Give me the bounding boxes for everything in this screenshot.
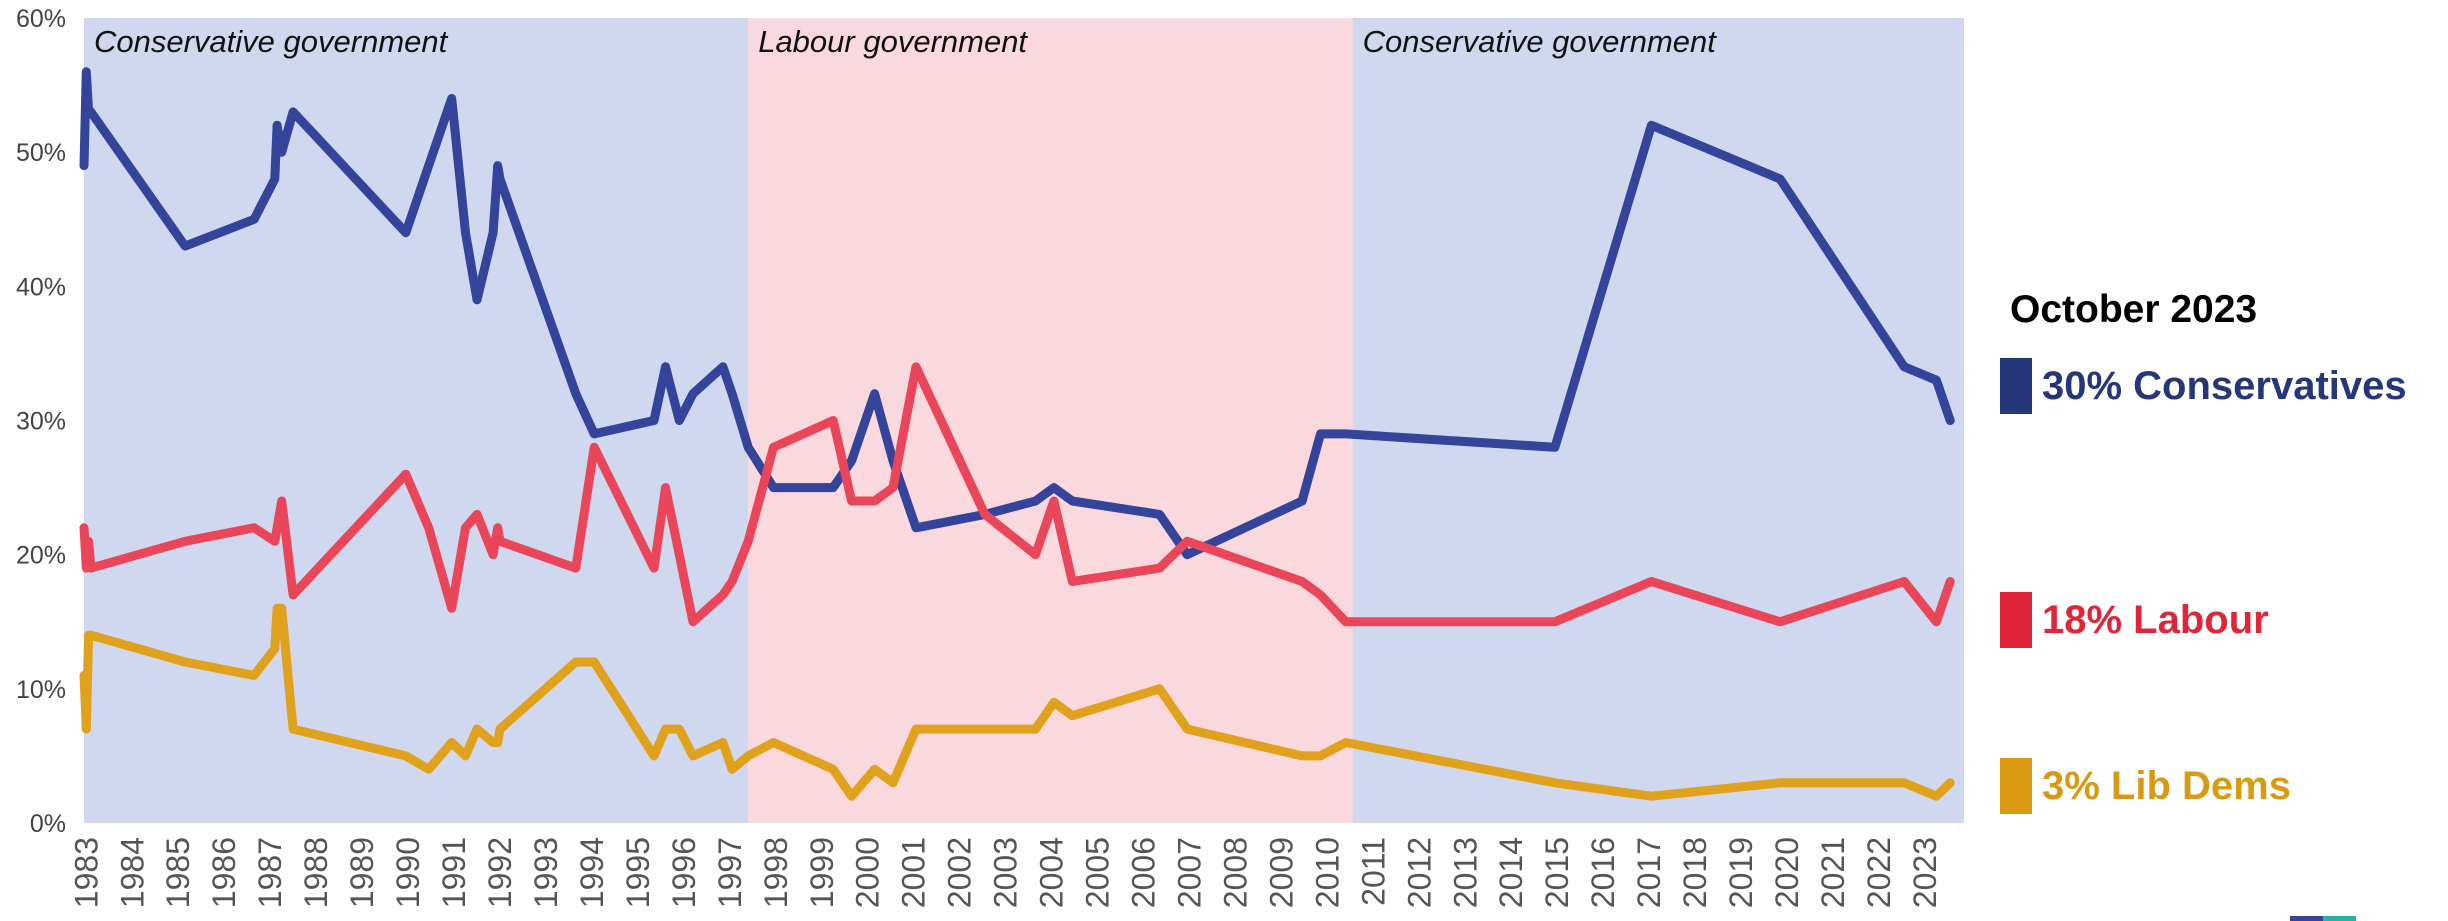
x-tick-label: 2000 [850, 837, 886, 908]
x-tick-label: 2013 [1447, 837, 1483, 908]
y-axis-tick-labels: 0% 10% 20% 30% 40% 50% 60% [16, 5, 66, 838]
x-tick-label: 1985 [160, 837, 196, 908]
x-tick-label: 2021 [1815, 837, 1851, 908]
legend: October 2023 30% Conservatives 18% Labou… [2000, 280, 2440, 840]
period-label-0: Conservative government [94, 24, 449, 59]
series-lines [79, 67, 1955, 801]
legend-swatch-labour [2000, 592, 2032, 648]
x-tick-label: 1999 [804, 837, 840, 908]
x-tick-label: 1983 [68, 837, 104, 908]
x-tick-label: 2011 [1355, 837, 1391, 906]
legend-item-lib-dems: 3% Lib Dems [2000, 758, 2291, 814]
x-tick-label: 2009 [1263, 837, 1299, 908]
series-line-conservatives [79, 67, 1955, 560]
legend-swatch-conservatives [2000, 358, 2032, 414]
x-tick-label: 1987 [252, 837, 288, 908]
y-tick-label: 0% [30, 810, 66, 838]
x-tick-label: 1991 [436, 837, 472, 908]
x-tick-label: 2007 [1171, 837, 1207, 908]
x-tick-label: 2003 [988, 837, 1024, 908]
legend-label-lib-dems: 3% Lib Dems [2042, 763, 2291, 808]
x-tick-label: 1995 [620, 837, 656, 908]
x-axis-tick-labels: 1983 1984 1985 1986 1987 1988 1989 1990 1991 1992… [68, 837, 1943, 908]
legend-swatch-lib-dems [2000, 758, 2032, 814]
legend-title: October 2023 [2010, 288, 2258, 331]
x-tick-label: 2018 [1677, 837, 1713, 908]
period-band-1 [748, 18, 1353, 823]
x-tick-label: 2014 [1493, 837, 1529, 908]
x-tick-label: 2002 [942, 837, 978, 908]
x-tick-label: 2006 [1126, 837, 1162, 908]
y-tick-label: 10% [16, 676, 66, 704]
x-tick-label: 2004 [1034, 837, 1070, 908]
government-period-bands [84, 18, 1964, 823]
x-tick-label: 1989 [344, 837, 380, 908]
x-tick-label: 1997 [712, 837, 748, 908]
x-tick-label: 2020 [1769, 837, 1805, 908]
x-tick-label: 2023 [1907, 837, 1943, 908]
x-tick-label: 1994 [574, 837, 610, 908]
government-period-labels: Conservative government Labour government… [94, 24, 1717, 59]
x-tick-label: 2019 [1723, 837, 1759, 908]
x-tick-label: 2017 [1631, 837, 1667, 908]
y-tick-label: 50% [16, 139, 66, 167]
x-tick-label: 1996 [666, 837, 702, 908]
x-tick-label: 2022 [1861, 837, 1897, 908]
x-tick-label: 1998 [758, 837, 794, 908]
period-label-2: Conservative government [1363, 24, 1718, 59]
x-tick-label: 2010 [1309, 837, 1345, 908]
x-tick-label: 2005 [1080, 837, 1116, 908]
x-tick-label: 1988 [298, 837, 334, 908]
x-tick-label: 1993 [528, 837, 564, 908]
x-tick-label: 2015 [1539, 837, 1575, 908]
x-tick-label: 2016 [1585, 837, 1621, 908]
series-line-lib-dems [79, 603, 1955, 801]
x-tick-label: 1986 [206, 837, 242, 908]
legend-item-labour: 18% Labour [2000, 592, 2269, 648]
x-tick-label: 1990 [390, 837, 426, 908]
series-line-labour [79, 362, 1955, 627]
x-tick-label: 1984 [114, 837, 150, 908]
x-tick-label: 1992 [482, 837, 518, 908]
legend-label-labour: 18% Labour [2042, 597, 2269, 642]
y-tick-label: 30% [16, 408, 66, 436]
x-tick-label: 2012 [1401, 837, 1437, 908]
x-tick-label: 2008 [1217, 837, 1253, 908]
period-band-2 [1352, 18, 1964, 823]
legend-label-conservatives: 30% Conservatives [2042, 363, 2407, 408]
logo-mark-right [2323, 916, 2356, 921]
period-label-1: Labour government [758, 24, 1028, 59]
logo-mark-left [2290, 916, 2323, 921]
legend-item-conservatives: 30% Conservatives [2000, 358, 2407, 414]
y-tick-label: 40% [16, 273, 66, 301]
y-tick-label: 20% [16, 542, 66, 570]
y-tick-label: 60% [16, 5, 66, 33]
x-tick-label: 2001 [896, 837, 932, 908]
